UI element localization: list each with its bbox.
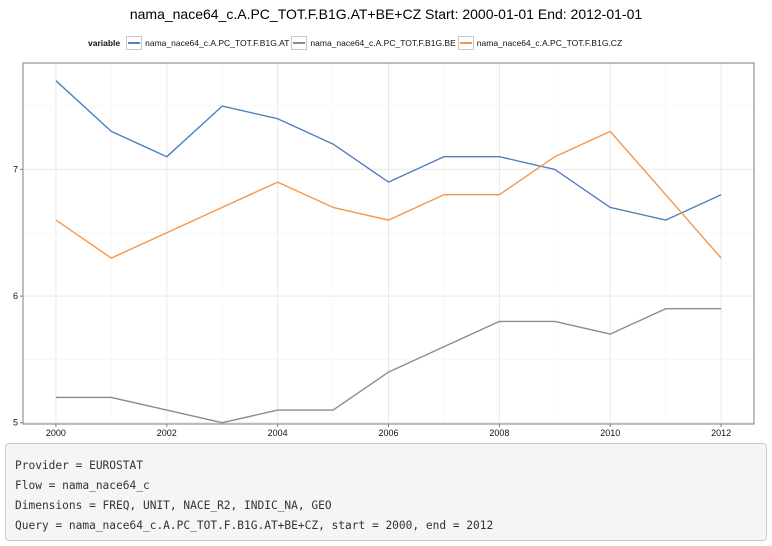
chart-title: nama_nace64_c.A.PC_TOT.F.B1G.AT+BE+CZ St… [129,6,643,22]
query-info-block: Provider = EUROSTAT Flow = nama_nace64_c… [5,443,767,541]
legend-key-be [291,36,308,50]
y-tick-label: 7 [13,164,18,174]
legend-line-be [293,42,306,44]
legend-label-be: nama_nace64_c.A.PC_TOT.F.B1G.BE [310,38,456,48]
dimensions-line: Dimensions = FREQ, UNIT, NACE_R2, INDIC_… [15,499,332,512]
series-line-at [55,80,722,221]
legend: variable nama_nace64_c.A.PC_TOT.F.B1G.AT… [88,34,624,52]
x-tick-label: 2012 [711,428,731,438]
legend-item-cz: nama_nace64_c.A.PC_TOT.F.B1G.CZ [457,36,623,50]
x-tick-label: 2006 [378,428,398,438]
x-tick-label: 2008 [489,428,509,438]
legend-item-at: nama_nace64_c.A.PC_TOT.F.B1G.AT [126,36,289,50]
legend-title: variable [88,38,121,48]
y-tick-label: 6 [13,291,18,301]
query-line: Query = nama_nace64_c.A.PC_TOT.F.B1G.AT+… [15,519,494,532]
y-tick-label: 5 [13,418,18,428]
legend-key-at [126,36,143,50]
legend-item-be: nama_nace64_c.A.PC_TOT.F.B1G.BE [291,36,456,50]
x-tick-label: 2010 [600,428,620,438]
legend-line-cz [459,42,472,44]
flow-line: Flow = nama_nace64_c [15,479,150,492]
legend-label-at: nama_nace64_c.A.PC_TOT.F.B1G.AT [145,38,290,48]
x-tick-label: 2004 [268,428,288,438]
line-chart: 5 6 7 2000 2002 2004 2006 2008 2010 2012 [13,62,755,438]
legend-key-cz [457,36,474,50]
x-tick-label: 2002 [157,428,177,438]
legend-label-cz: nama_nace64_c.A.PC_TOT.F.B1G.CZ [476,38,623,48]
legend-line-at [128,42,141,44]
series-line-be [55,308,722,424]
provider-line: Provider = EUROSTAT [15,459,143,472]
x-tick-label: 2000 [46,428,66,438]
series-line-cz [55,130,722,259]
